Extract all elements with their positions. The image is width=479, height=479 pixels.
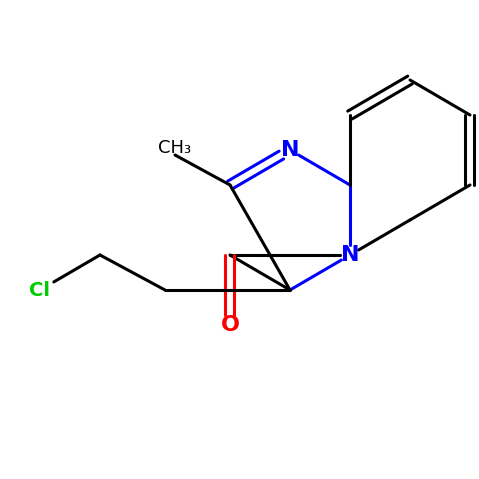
Text: N: N bbox=[341, 245, 359, 265]
Text: O: O bbox=[220, 315, 240, 335]
Text: Cl: Cl bbox=[30, 281, 50, 299]
Text: CH₃: CH₃ bbox=[159, 139, 192, 157]
Text: N: N bbox=[281, 140, 299, 160]
